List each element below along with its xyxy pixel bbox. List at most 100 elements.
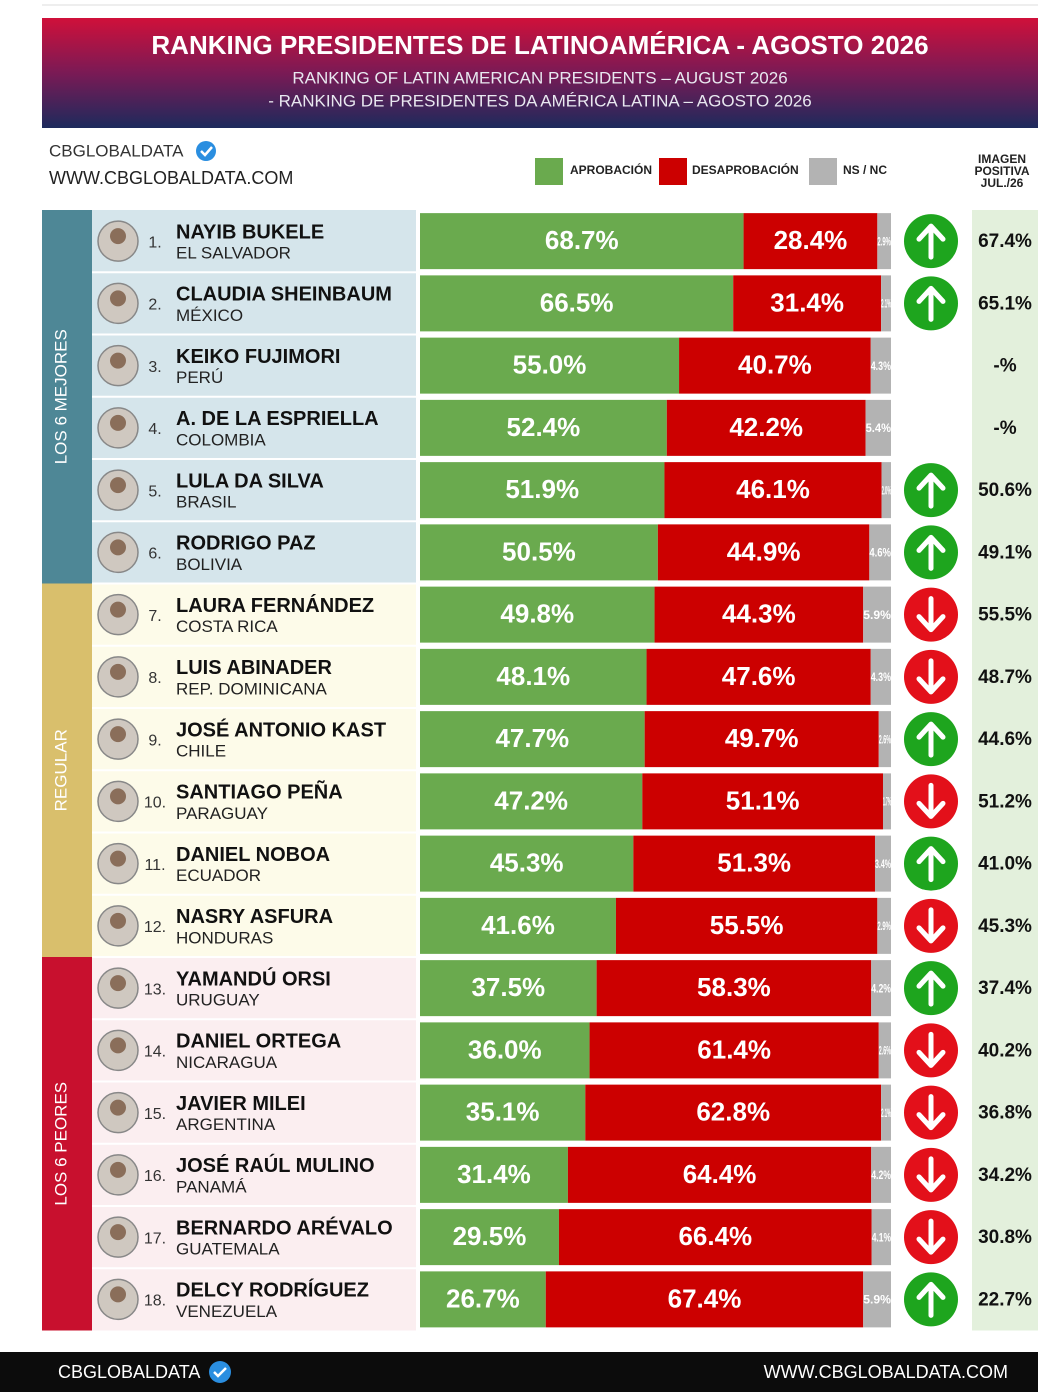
bar-segment <box>567 1146 872 1203</box>
bar-segment <box>881 1084 891 1141</box>
country: BOLIVIA <box>176 555 243 574</box>
bar-label: 47.7% <box>495 723 569 753</box>
country: COSTA RICA <box>176 617 278 636</box>
rank: 10. <box>144 795 166 812</box>
rank: 9. <box>148 732 161 749</box>
bar-label: 5.9% <box>863 608 891 622</box>
previous-value: 37.4% <box>978 978 1032 999</box>
bar-segment <box>420 213 744 270</box>
bar-segment <box>646 648 871 705</box>
president-name: CLAUDIA SHEINBAUM <box>176 284 392 306</box>
verified-badge <box>209 1361 231 1383</box>
trend-arrow-glyph <box>916 1031 946 1068</box>
avatar-head <box>110 1286 126 1303</box>
bar-segment <box>878 711 891 768</box>
rank: 5. <box>148 483 161 500</box>
group-band <box>42 210 92 584</box>
avatar-head <box>110 414 126 431</box>
previous-value: 40.2% <box>978 1040 1032 1061</box>
bar-label: 2.9% <box>877 234 891 248</box>
legend-label: APROBACIÓN <box>570 162 652 177</box>
rank: 7. <box>148 608 161 625</box>
website: WWW.CBGLOBALDATA.COM <box>49 168 293 188</box>
bar-segment <box>420 648 647 705</box>
verified-badge <box>196 141 216 161</box>
bar-segment <box>881 462 891 519</box>
bar-segment <box>743 213 878 270</box>
subtitle: RANKING OF LATIN AMERICAN PRESIDENTS – A… <box>292 68 787 87</box>
president-name: A. DE LA ESPRIELLA <box>176 408 379 430</box>
bar-label: 68.7% <box>545 225 619 255</box>
bar-segment <box>420 337 680 394</box>
bar-segment <box>666 399 866 456</box>
bar-label: 50.5% <box>502 536 576 566</box>
brand: CBGLOBALDATA <box>49 141 184 160</box>
country: BRASIL <box>176 493 236 512</box>
previous-value: 65.1% <box>978 293 1032 314</box>
previous-value: 51.2% <box>978 791 1032 812</box>
bar-segment <box>420 1271 546 1328</box>
bar-segment <box>657 524 870 581</box>
president-name: DELCY RODRÍGUEZ <box>176 1279 369 1302</box>
avatar-head <box>110 788 126 805</box>
rank: 18. <box>144 1293 166 1310</box>
bar-label: 46.1% <box>736 474 810 504</box>
trend-arrow-glyph <box>916 285 946 322</box>
president-name: BERNARDO ARÉVALO <box>176 1216 393 1239</box>
rank: 1. <box>148 234 161 251</box>
bar-label: 2.1% <box>881 297 891 311</box>
bar-label: 4.6% <box>869 546 891 560</box>
country: HONDURAS <box>176 928 273 947</box>
bar-segment <box>871 1209 891 1266</box>
subtitle: - RANKING DE PRESIDENTES DA AMÉRICA LATI… <box>268 91 812 110</box>
bar-label: 51.9% <box>505 474 579 504</box>
avatar-head <box>110 477 126 494</box>
avatar-head <box>110 912 126 929</box>
previous-value: 22.7% <box>978 1289 1032 1310</box>
previous-value: 36.8% <box>978 1103 1032 1124</box>
trend-arrow-glyph <box>916 721 946 758</box>
bar-segment <box>420 399 667 456</box>
previous-header: POSITIVA <box>974 164 1029 178</box>
legend-label: DESAPROBACIÓN <box>692 162 799 177</box>
group-label: REGULAR <box>51 729 70 811</box>
bar-label: 31.4% <box>457 1159 531 1189</box>
bar-label: 2.6% <box>879 1044 891 1058</box>
bar-label: 49.8% <box>500 599 574 629</box>
trend-arrow-glyph <box>916 658 946 695</box>
avatar-head <box>110 1037 126 1054</box>
rank: 16. <box>144 1168 166 1185</box>
bar-segment <box>420 711 645 768</box>
bar-label: 4.1% <box>872 1230 892 1244</box>
group-band <box>42 957 92 1331</box>
country: REP. DOMINICANA <box>176 679 327 698</box>
president-name: LULA DA SILVA <box>176 470 324 492</box>
avatar-head <box>110 975 126 992</box>
bar-label: 28.4% <box>774 225 848 255</box>
legend-swatch <box>809 158 837 185</box>
bar-segment <box>863 1271 891 1328</box>
bar-label: 51.1% <box>726 785 800 815</box>
avatar-head <box>110 352 126 369</box>
bar-segment <box>869 524 891 581</box>
bar-segment <box>871 1146 891 1203</box>
bar-segment <box>545 1271 864 1328</box>
president-name: NASRY ASFURA <box>176 906 333 928</box>
bar-label: 41.6% <box>481 910 555 940</box>
president-name: RODRIGO PAZ <box>176 533 316 555</box>
trend-arrow-glyph <box>916 907 946 944</box>
president-name: LUIS ABINADER <box>176 657 332 679</box>
president-name: DANIEL NOBOA <box>176 844 330 866</box>
bar-label: 66.4% <box>678 1221 752 1251</box>
title: RANKING PRESIDENTES DE LATINOAMÉRICA - A… <box>151 30 928 60</box>
trend-arrow-glyph <box>916 596 946 633</box>
bar-segment <box>589 1022 879 1079</box>
bar-segment <box>420 835 634 892</box>
previous-value: 45.3% <box>978 916 1032 937</box>
bar-segment <box>877 897 891 954</box>
bar-segment <box>596 960 872 1017</box>
previous-value: 30.8% <box>978 1227 1032 1248</box>
avatar-head <box>110 726 126 743</box>
legend-swatch <box>659 158 687 185</box>
president-name: YAMANDÚ ORSI <box>176 966 331 990</box>
